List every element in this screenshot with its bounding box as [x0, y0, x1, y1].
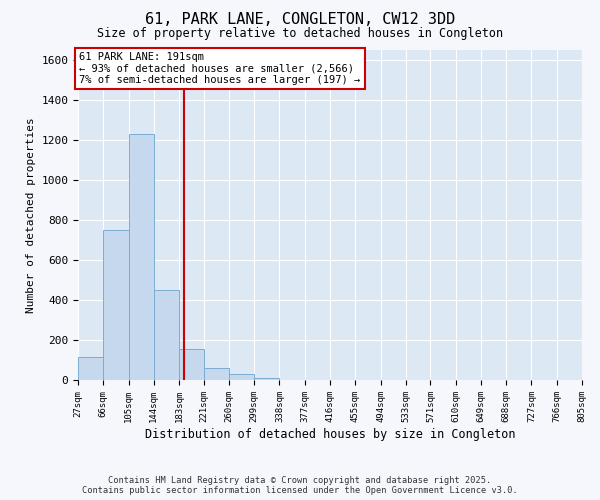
Bar [154, 290, 179, 380]
Bar [179, 349, 203, 380]
Bar [103, 230, 128, 380]
Text: 61, PARK LANE, CONGLETON, CW12 3DD: 61, PARK LANE, CONGLETON, CW12 3DD [145, 12, 455, 28]
Text: Contains HM Land Registry data © Crown copyright and database right 2025.
Contai: Contains HM Land Registry data © Crown c… [82, 476, 518, 495]
Bar [254, 378, 280, 380]
Text: 61 PARK LANE: 191sqm
← 93% of detached houses are smaller (2,566)
7% of semi-det: 61 PARK LANE: 191sqm ← 93% of detached h… [79, 52, 361, 85]
Bar [203, 368, 229, 380]
X-axis label: Distribution of detached houses by size in Congleton: Distribution of detached houses by size … [145, 428, 515, 440]
Bar [128, 134, 154, 380]
Text: Size of property relative to detached houses in Congleton: Size of property relative to detached ho… [97, 28, 503, 40]
Y-axis label: Number of detached properties: Number of detached properties [26, 117, 36, 313]
Bar [78, 357, 103, 380]
Bar [229, 374, 254, 380]
